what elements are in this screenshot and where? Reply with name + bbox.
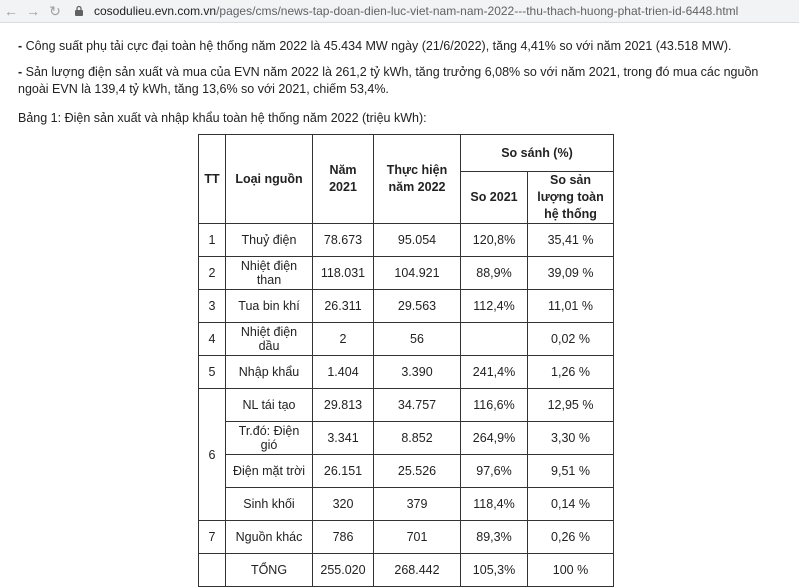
table-row: Tr.đó: Điện gió 3.341 8.852 264,9% 3,30 %: [199, 421, 614, 455]
header-thuc-hien: Thực hiện năm 2022: [373, 134, 461, 224]
table-row: 4 Nhiệt điện dầu 2 56 0,02 %: [198, 322, 614, 356]
table-row: 3 Tua bin khí 26.311 29.563 112,4% 11,01 %: [198, 289, 614, 323]
arrow-right-icon: →: [26, 3, 40, 19]
table-row: 2 Nhiệt điện than 118.031 104.921 88,9% 39,09…: [198, 256, 614, 290]
url-path: /pages/cms/news-tap-doan-dien-luc-viet-n…: [216, 4, 739, 18]
table-row: 5 Nhập khẩu 1.404 3.390 241,4% 1,26 %: [198, 355, 614, 389]
reload-button[interactable]: ↻: [44, 0, 66, 22]
table-row: 7 Nguồn khác 786 701 89,3% 0,26 %: [198, 520, 614, 554]
table-row: Điện mặt trời 26.151 25.526 97,6% 9,51 %: [199, 454, 614, 488]
browser-toolbar: ← → ↻ cosodulieu.evn.com.vn/pages/cms/ne…: [0, 0, 799, 23]
paragraph-output: - Sản lượng điện sản xuất và mua của EVN…: [18, 65, 759, 96]
header-nam-2021: Năm 2021: [312, 134, 374, 224]
table-caption: Bảng 1: Điện sản xuất và nhập khẩu toàn …: [18, 111, 427, 125]
header-so-2021: So 2021: [460, 171, 528, 224]
forward-button[interactable]: →: [22, 0, 44, 22]
header-tt: TT: [198, 134, 226, 224]
address-bar[interactable]: cosodulieu.evn.com.vn/pages/cms/news-tap…: [74, 0, 738, 22]
arrow-left-icon: ←: [4, 3, 18, 19]
header-so-sanh: So sánh (%): [460, 134, 614, 172]
header-so-san-luong: So sản lượng toàn hệ thống: [527, 171, 614, 224]
back-button[interactable]: ←: [0, 0, 22, 22]
table-row: 1 Thuỷ điện 78.673 95.054 120,8% 35,41 %: [198, 223, 614, 257]
reload-icon: ↻: [49, 2, 61, 19]
url-host: cosodulieu.evn.com.vn: [94, 4, 217, 18]
table-row-total: TỔNG 255.020 268.442 105,3% 100 %: [198, 553, 614, 587]
table-row: Sinh khối 320 379 118,4% 0,14 %: [199, 487, 614, 521]
header-loai-nguon: Loại nguồn: [225, 134, 313, 224]
lock-icon: [74, 5, 86, 17]
energy-table: TT Loại nguồn Năm 2021 Thực hiện năm 202…: [198, 134, 614, 587]
table-row: 6 NL tái tạo 29.813 34.757 116,6% 12,95 %: [198, 388, 614, 521]
paragraph-peak-load: - Công suất phụ tải cực đại toàn hệ thốn…: [18, 39, 732, 53]
